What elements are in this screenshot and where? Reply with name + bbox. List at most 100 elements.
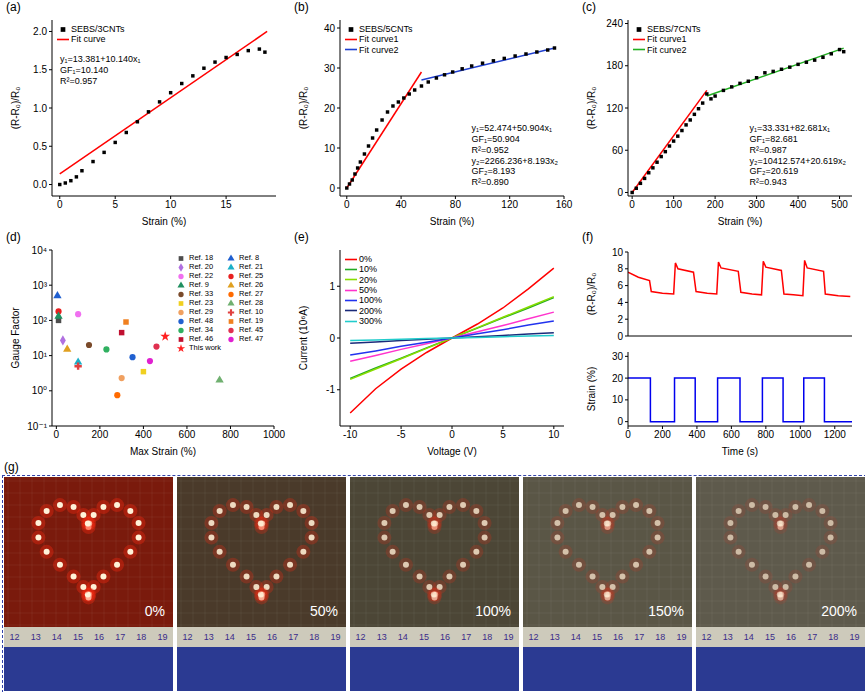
svg-text:10: 10 [612,247,624,258]
html-text:R²=0.952: R²=0.952 [471,144,509,155]
svg-text:0: 0 [57,199,63,210]
svg-text:(R-R₀)/R₀: (R-R₀)/R₀ [298,87,309,130]
svg-text:10: 10 [612,394,624,405]
html-text:50%: 50% [310,603,338,619]
svg-text:Max Strain (%): Max Strain (%) [130,446,196,457]
svg-text:Strain (%): Strain (%) [142,216,186,227]
svg-text:Gauge Factor: Gauge Factor [10,307,21,369]
html-text:(d): (d) [6,230,21,244]
html-text:(g): (g) [4,460,19,474]
svg-text:Time (s): Time (s) [722,446,758,457]
svg-text:1.0: 1.0 [33,103,47,114]
svg-text:10⁴: 10⁴ [32,245,47,256]
svg-text:20: 20 [612,373,624,384]
svg-text:0: 0 [449,429,455,440]
svg-text:200: 200 [707,199,724,210]
svg-text:(R-R₀)/R₀: (R-R₀)/R₀ [10,87,21,130]
svg-text:400: 400 [689,429,706,440]
html-text:100%: 100% [475,603,511,619]
svg-text:10⁻¹: 10⁻¹ [27,421,47,432]
svg-text:5: 5 [112,199,118,210]
svg-text:60: 60 [612,145,624,156]
svg-text:240: 240 [606,18,623,29]
svg-text:30: 30 [324,63,336,74]
svg-text:600: 600 [723,429,740,440]
svg-text:300: 300 [748,199,765,210]
svg-text:500: 500 [831,199,848,210]
svg-text:Voltage (V): Voltage (V) [427,446,476,457]
svg-text:800: 800 [758,429,775,440]
svg-text:Strain (%): Strain (%) [586,367,597,411]
html-text:(a): (a) [6,0,21,14]
svg-text:-5: -5 [397,429,406,440]
svg-text:800: 800 [222,429,239,440]
svg-text:160: 160 [556,199,573,210]
svg-text:10⁰: 10⁰ [32,385,47,396]
svg-text:8: 8 [617,263,623,274]
html-text:GF₁=10.140: GF₁=10.140 [60,64,109,75]
html-text:R²=0.957: R²=0.957 [60,75,98,86]
svg-text:100: 100 [665,199,682,210]
svg-text:20: 20 [324,103,336,114]
svg-text:0: 0 [329,183,335,194]
svg-text:1: 1 [329,281,335,292]
svg-text:10²: 10² [33,315,48,326]
html-text:Fit curve1: Fit curve1 [359,34,399,45]
svg-text:0: 0 [54,429,60,440]
svg-text:2.0: 2.0 [33,26,47,37]
svg-text:40: 40 [324,23,336,34]
svg-text:120: 120 [606,103,623,114]
svg-text:0: 0 [617,416,623,427]
svg-text:10: 10 [165,199,177,210]
svg-text:6: 6 [617,280,623,291]
svg-text:1000: 1000 [263,429,286,440]
svg-text:400: 400 [790,199,807,210]
svg-text:1.5: 1.5 [33,64,47,75]
html-text:Fit curve: Fit curve [71,34,106,45]
svg-text:10: 10 [324,143,336,154]
svg-text:0: 0 [617,187,623,198]
svg-text:1200: 1200 [824,429,847,440]
svg-text:15: 15 [221,199,233,210]
svg-text:Current (10⁶A): Current (10⁶A) [298,306,309,371]
svg-text:80: 80 [450,199,462,210]
svg-text:1000: 1000 [789,429,812,440]
html-text:Fit curve2: Fit curve2 [359,44,399,55]
html-text:y₁=52.474+50.904x₁: y₁=52.474+50.904x₁ [471,123,553,134]
svg-text:Strain (%): Strain (%) [430,216,474,227]
html-text:(b): (b) [294,0,309,14]
svg-text:0: 0 [629,199,635,210]
svg-text:0: 0 [344,199,350,210]
svg-text:10¹: 10¹ [33,350,48,361]
html-text:(e): (e) [294,230,309,244]
svg-text:0.5: 0.5 [33,141,47,152]
svg-text:200: 200 [92,429,109,440]
html-text:0%: 0% [144,603,165,619]
svg-text:200: 200 [654,429,671,440]
svg-text:4: 4 [617,297,623,308]
svg-text:120: 120 [501,199,518,210]
svg-text:5: 5 [500,429,506,440]
svg-text:10³: 10³ [33,280,48,291]
html-text:(f): (f) [582,230,594,244]
svg-text:0: 0 [625,429,631,440]
html-text:150%: 150% [648,603,684,619]
svg-text:Strain (%): Strain (%) [718,216,762,227]
svg-text:2: 2 [617,314,623,325]
svg-text:10: 10 [548,429,560,440]
svg-text:-10: -10 [343,429,358,440]
svg-text:0: 0 [617,331,623,342]
svg-text:-1: -1 [326,384,335,395]
svg-text:40: 40 [396,199,408,210]
svg-text:(R-R₀)/R₀: (R-R₀)/R₀ [586,87,597,130]
html-text:(c): (c) [582,0,596,14]
svg-text:0: 0 [329,333,335,344]
svg-text:400: 400 [135,429,152,440]
svg-text:180: 180 [606,60,623,71]
svg-text:600: 600 [179,429,196,440]
html-text:200%: 200% [821,603,857,619]
svg-text:(R-R₀)/R₀: (R-R₀)/R₀ [586,273,597,316]
svg-text:30: 30 [612,351,624,362]
svg-text:0.0: 0.0 [33,179,47,190]
html-text:y₂=2266.236+8.193x₂: y₂=2266.236+8.193x₂ [471,155,558,166]
